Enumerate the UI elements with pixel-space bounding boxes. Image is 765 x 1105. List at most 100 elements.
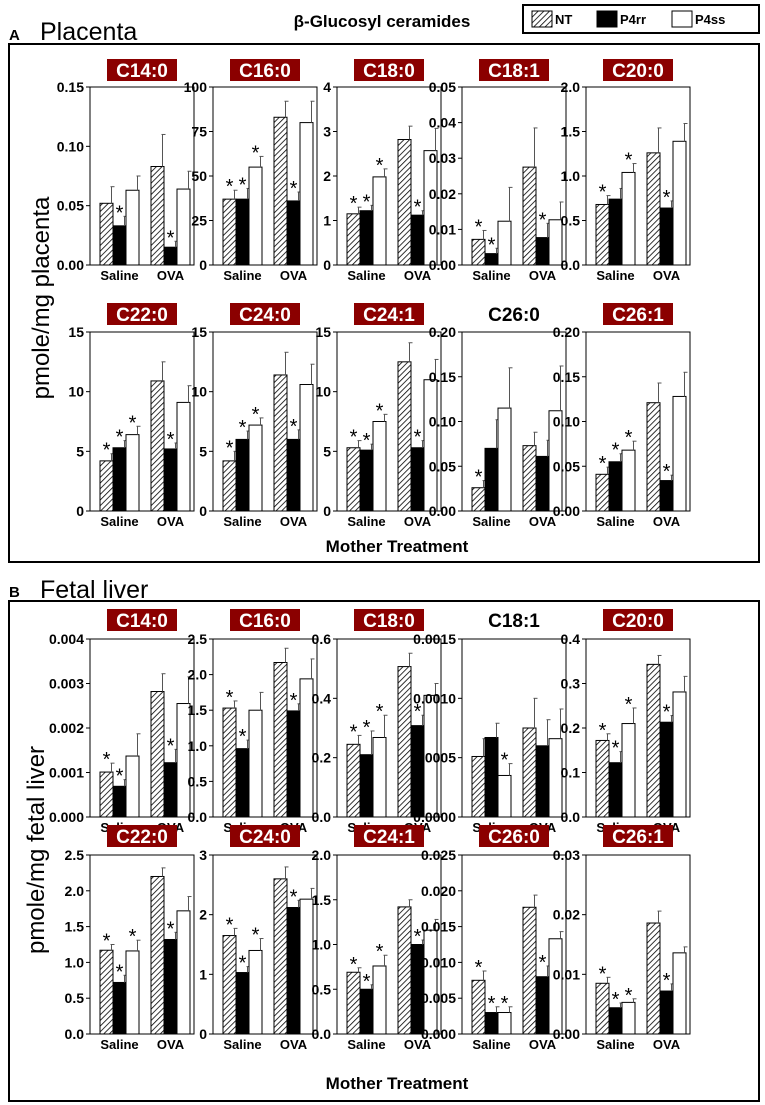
- bar-c20-0-ova-nt: [646, 663, 661, 818]
- bar-c22-0-saline-p4ss: [125, 950, 140, 1035]
- y-tick-label-c24-1-3: 15: [315, 324, 331, 340]
- y-tick-label-c14-0-2: 0.002: [49, 720, 84, 736]
- y-tick-label-c26-0-3: 0.15: [429, 369, 456, 385]
- sig-star-c24-0-saline-nt: *: [226, 914, 234, 936]
- y-tick-label-c20-0-4: 2.0: [561, 79, 581, 95]
- y-tick-label-c24-1-0: 0: [323, 503, 331, 519]
- subplot-title-c22-0: C22:0: [116, 827, 168, 848]
- subplot-frame-c24-0: [212, 854, 318, 1035]
- y-tick-label-c26-0-0: 0.000: [421, 1026, 456, 1042]
- subplot-title-c24-1: C24:1: [363, 827, 415, 848]
- bar-c16-0-saline-p4ss: [248, 166, 263, 266]
- subplot-title-c22-0: C22:0: [116, 305, 168, 326]
- y-tick-label-c24-0-0: 0: [199, 1026, 207, 1042]
- y-tick-label-c22-0-2: 10: [68, 384, 84, 400]
- x-label-c24-0-ova: OVA: [280, 514, 308, 529]
- y-tick-label-c18-0-0: 0.0: [312, 809, 332, 825]
- subplot-title-badge-c18-1: [479, 59, 549, 81]
- bar-c26-1-saline-nt: [595, 982, 610, 1035]
- bar-c20-0-ova-p4ss: [672, 140, 687, 266]
- bar-c18-0-saline-nt: [346, 743, 361, 818]
- y-tick-label-c16-0-3: 75: [191, 124, 207, 140]
- bar-c18-1-saline-nt: [471, 755, 486, 818]
- y-tick-label-c20-0-2: 1.0: [561, 168, 581, 184]
- sig-star-c26-1-saline-nt: *: [599, 453, 607, 475]
- x-label-c14-0-ova: OVA: [157, 268, 185, 283]
- bar-c24-0-saline-p4ss: [248, 424, 263, 512]
- y-tick-label-c18-1-0: 0.0000: [413, 809, 456, 825]
- legend-label-p4ss: P4ss: [695, 12, 725, 27]
- subplot-title-badge-c24-0: [230, 303, 300, 325]
- bar-c26-0-saline-p4rr: [484, 447, 499, 512]
- x-label-c14-0-saline: Saline: [100, 268, 138, 283]
- sig-star-c22-0-saline-nt: *: [103, 440, 111, 462]
- subplot-c26-1: C26:10.000.050.100.150.20****Saline OVA: [553, 303, 691, 529]
- sig-star-c18-0-saline-p4rr: *: [363, 191, 371, 213]
- x-label-c18-0-ova: OVA: [404, 268, 432, 283]
- y-tick-label-c16-0-1: 0.5: [188, 773, 208, 789]
- panel-b: B Fetal liver pmole/mg fetal liver Mothe…: [8, 576, 760, 1102]
- y-tick-label-c18-1-3: 0.03: [429, 150, 456, 166]
- y-tick-label-c26-0-1: 0.05: [429, 458, 456, 474]
- subplot-title-c18-0: C18:0: [363, 61, 415, 82]
- x-label-c22-0-ova: OVA: [157, 514, 185, 529]
- bar-c24-0-ova-p4rr: [286, 438, 301, 512]
- bar-c18-1-ova-p4rr: [535, 745, 550, 818]
- bar-c22-0-saline-p4ss: [125, 434, 140, 512]
- subplot-title-c20-0: C20:0: [612, 611, 664, 632]
- bar-c18-1-saline-p4ss: [497, 220, 512, 266]
- bar-c24-0-saline-nt: [222, 460, 237, 512]
- sig-star-c20-0-saline-p4ss: *: [625, 694, 633, 716]
- subplot-title-c20-0: C20:0: [612, 61, 664, 82]
- bar-c14-0-saline-nt: [99, 771, 114, 818]
- y-tick-label-c18-0-0: 0: [323, 257, 331, 273]
- x-label-c20-0-saline: Saline: [596, 268, 634, 283]
- x-label-c26-0-ova: OVA: [529, 1037, 557, 1052]
- subplot-title-badge-c24-0: [230, 825, 300, 847]
- sig-star-c20-0-saline-p4rr: *: [612, 738, 620, 760]
- bar-c26-0-saline-p4ss: [497, 1012, 512, 1035]
- bar-c16-0-ova-nt: [273, 116, 288, 266]
- sig-star-c24-0-saline-p4ss: *: [252, 925, 260, 947]
- sig-star-c24-0-ova-p4rr: *: [290, 886, 298, 908]
- subplot-title-badge-c18-0: [354, 59, 424, 81]
- bar-c16-0-saline-p4rr: [235, 198, 250, 266]
- y-tick-label-c26-0-1: 0.005: [421, 990, 456, 1006]
- sig-star-c26-0-saline-p4rr: *: [488, 993, 496, 1015]
- bar-c18-0-ova-nt: [397, 666, 412, 818]
- subplot-frame-c26-1: [585, 854, 691, 1035]
- y-tick-label-c18-1-1: 0.0005: [413, 750, 456, 766]
- bar-c18-1-ova-p4ss: [548, 219, 563, 266]
- bar-c24-0-ova-nt: [273, 374, 288, 512]
- y-tick-label-c26-1-3: 0.03: [553, 847, 580, 863]
- subplot-frame-c26-0: [461, 854, 567, 1035]
- bar-c20-0-saline-nt: [595, 203, 610, 266]
- y-tick-label-c20-0-3: 1.5: [561, 124, 581, 140]
- y-tick-label-c14-0-3: 0.15: [57, 79, 84, 95]
- sig-star-c24-1-saline-nt: *: [350, 954, 358, 976]
- y-tick-label-c26-1-0: 0.00: [553, 503, 580, 519]
- bar-c24-1-ova-p4rr: [410, 447, 425, 512]
- bar-c14-0-ova-nt: [150, 691, 165, 818]
- x-label-c24-1-saline: Saline: [347, 514, 385, 529]
- subplot-c26-0: C26:0 0.00 0.05 0.10 0.15 0.20 * Saline OVA: [429, 305, 567, 529]
- sig-star-c16-0-saline-nt: *: [226, 687, 234, 709]
- sig-star-c22-0-saline-nt: *: [103, 931, 111, 953]
- bar-c22-0-saline-nt: [99, 949, 114, 1035]
- bar-c18-0-ova-nt: [397, 139, 412, 266]
- bar-c26-1-ova-nt: [646, 922, 661, 1035]
- subplot-title-badge-c24-1: [354, 303, 424, 325]
- y-tick-label-c18-1-2: 0.02: [429, 186, 456, 202]
- y-tick-label-c18-1-4: 0.04: [429, 115, 456, 131]
- y-tick-label-c24-0-3: 15: [191, 324, 207, 340]
- y-tick-label-c26-0-0: 0.00: [429, 503, 456, 519]
- sig-star-c16-0-saline-p4rr: *: [239, 174, 247, 196]
- bar-c16-0-ova-p4ss: [299, 678, 314, 818]
- x-label-c20-0-ova: OVA: [653, 268, 681, 283]
- y-tick-label-c22-0-1: 5: [76, 443, 84, 459]
- sig-star-c20-0-ova-p4rr: *: [663, 702, 671, 724]
- sig-star-c26-1-saline-nt: *: [599, 963, 607, 985]
- y-tick-label-c26-1-0: 0.00: [553, 1026, 580, 1042]
- sig-star-c24-1-saline-p4rr: *: [363, 430, 371, 452]
